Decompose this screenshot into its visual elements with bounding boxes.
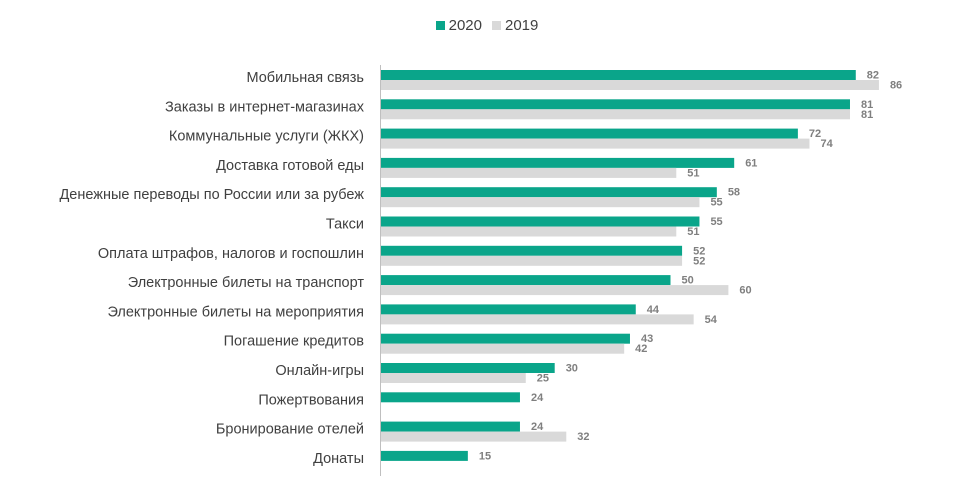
category-label: Доставка готовой еды <box>216 158 364 174</box>
category-label: Электронные билеты на транспорт <box>128 275 365 291</box>
bar-2020 <box>381 451 468 461</box>
data-label-2020: 61 <box>745 157 757 169</box>
category-label: Оплата штрафов, налогов и госпошлин <box>98 246 364 262</box>
bar-2019 <box>381 344 624 354</box>
bar-2020 <box>381 99 850 109</box>
bar-2020 <box>381 334 630 344</box>
bar-2019 <box>381 197 699 207</box>
bar-2020 <box>381 246 682 256</box>
bar-2020 <box>381 363 555 373</box>
category-label: Погашение кредитов <box>224 334 365 350</box>
data-label-2020: 82 <box>867 70 879 82</box>
data-label-2019: 51 <box>687 167 699 179</box>
bar-2019 <box>381 139 809 149</box>
data-label-2019: 51 <box>687 226 699 238</box>
data-label-2019: 25 <box>537 373 549 385</box>
bar-2019 <box>381 314 694 324</box>
bar-2019 <box>381 373 526 383</box>
bar-2019 <box>381 109 850 119</box>
data-label-2020: 58 <box>728 187 740 199</box>
category-label: Электронные билеты на мероприятия <box>107 304 364 320</box>
bar-2019 <box>381 256 682 266</box>
category-label: Пожертвования <box>258 392 364 408</box>
data-label-2020: 50 <box>682 275 694 287</box>
data-label-2019: 60 <box>739 285 751 297</box>
bar-2019 <box>381 227 676 237</box>
data-label-2019: 86 <box>890 80 902 92</box>
bar-2020 <box>381 158 734 168</box>
data-label-2020: 72 <box>809 128 821 140</box>
data-label-2019: 42 <box>635 343 647 355</box>
bar-2020 <box>381 70 856 80</box>
category-label: Денежные переводы по России или за рубеж <box>59 187 364 203</box>
bar-2020 <box>381 422 520 432</box>
data-label-2020: 30 <box>566 363 578 375</box>
bar-2020 <box>381 392 520 402</box>
bar-2020 <box>381 275 671 285</box>
category-label: Онлайн-игры <box>275 363 364 379</box>
bar-2019 <box>381 432 566 442</box>
bar-2019 <box>381 168 676 178</box>
category-label: Мобильная связь <box>246 70 364 86</box>
data-label-2019: 32 <box>577 431 589 443</box>
data-label-2020: 44 <box>647 304 660 316</box>
category-label: Коммунальные услуги (ЖКХ) <box>169 129 364 145</box>
data-label-2020: 15 <box>479 450 491 462</box>
data-label-2019: 52 <box>693 255 705 267</box>
category-label: Бронирование отелей <box>216 422 364 438</box>
bar-2020 <box>381 304 636 314</box>
bar-2020 <box>381 129 798 139</box>
data-label-2020: 24 <box>531 421 544 433</box>
data-label-2019: 81 <box>861 109 873 121</box>
data-label-2019: 74 <box>820 138 833 150</box>
bar-2019 <box>381 285 728 295</box>
data-label-2019: 54 <box>705 314 718 326</box>
data-label-2019: 55 <box>710 197 722 209</box>
bar-2020 <box>381 217 699 227</box>
category-label: Такси <box>326 217 364 233</box>
bar-2020 <box>381 187 717 197</box>
category-label: Заказы в интернет-магазинах <box>165 99 365 115</box>
bar-2019 <box>381 80 879 90</box>
data-label-2020: 55 <box>710 216 722 228</box>
data-label-2020: 24 <box>531 392 544 404</box>
category-label: Донаты <box>313 451 364 467</box>
